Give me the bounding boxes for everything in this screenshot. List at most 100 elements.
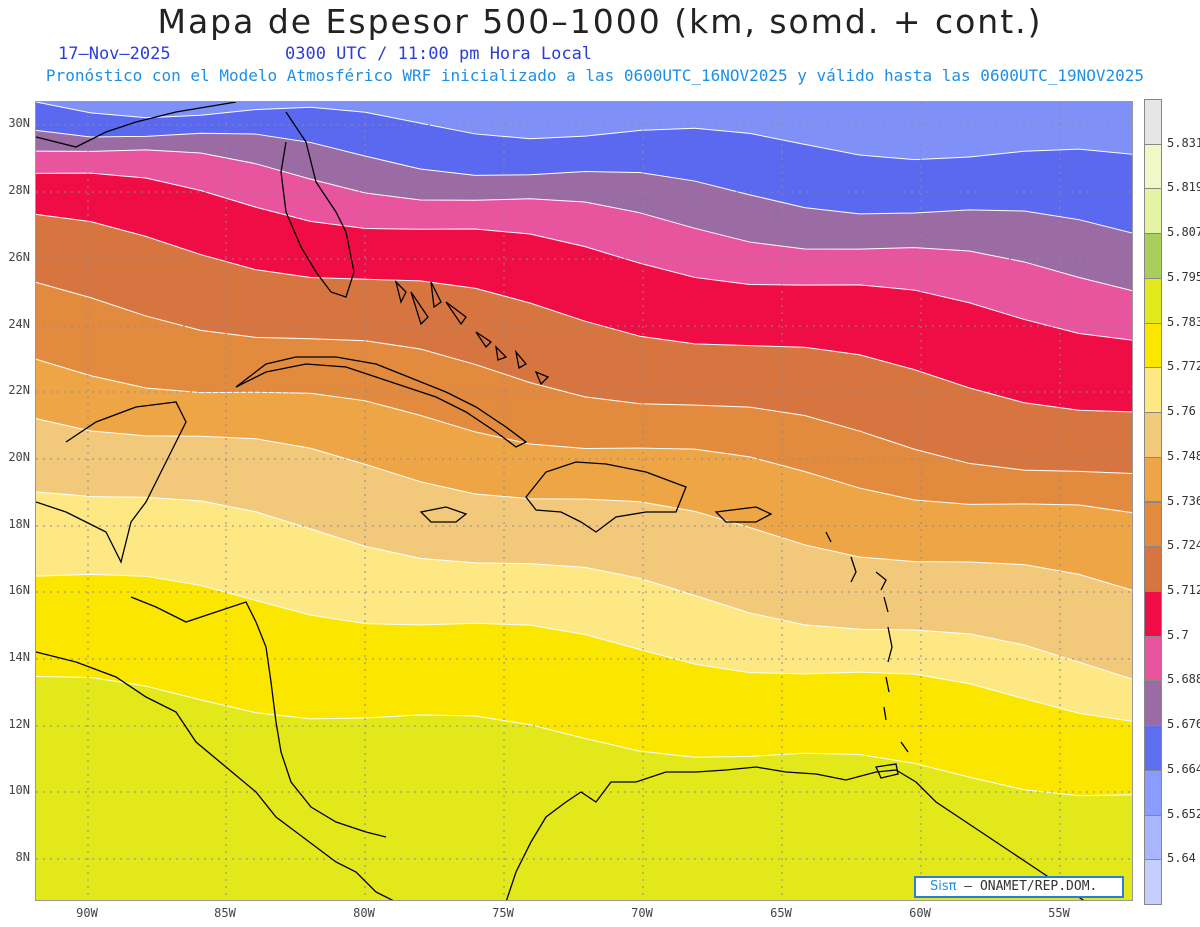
colorbar-label: 5.819 xyxy=(1167,180,1200,195)
colorbar-swatch xyxy=(1144,635,1162,682)
thickness-band xyxy=(36,149,1132,341)
colorbar-swatch xyxy=(1144,233,1162,279)
contour-line xyxy=(36,281,1132,474)
contour-line xyxy=(36,676,1132,797)
valid-time: 0300 UTC / 11:00 pm Hora Local xyxy=(285,44,593,64)
latitude-label: 18N xyxy=(8,517,30,531)
contour-line xyxy=(36,172,1132,341)
contour-line xyxy=(36,129,1132,234)
colorbar-label: 5.724 xyxy=(1167,538,1200,553)
central-america-coast xyxy=(36,596,394,900)
thickness-band xyxy=(36,491,1132,722)
colorbar-swatch xyxy=(1144,322,1162,369)
colorbar-label: 5.688 xyxy=(1167,672,1200,687)
longitude-label: 55W xyxy=(1048,906,1070,920)
latitude-label: 26N xyxy=(8,250,30,264)
contour-line xyxy=(36,491,1132,680)
latitude-label: 16N xyxy=(8,583,30,597)
colorbar-label: 5.783 xyxy=(1167,314,1200,329)
colorbar-swatch xyxy=(1144,143,1162,190)
map-title: Mapa de Espesor 500–1000 (km, somd. + co… xyxy=(157,2,1043,41)
thickness-band xyxy=(36,282,1132,513)
contour-line xyxy=(36,418,1132,591)
latitude-label: 22N xyxy=(8,383,30,397)
credit-text: – ONAMET/REP.DOM. xyxy=(964,879,1098,894)
cuba-coast xyxy=(235,356,528,448)
colorbar-label: 5.652 xyxy=(1167,806,1200,821)
thickness-map xyxy=(35,101,1133,901)
thickness-band xyxy=(36,130,1132,291)
lesser-antilles xyxy=(825,531,909,753)
latitude-label: 28N xyxy=(8,183,30,197)
colorbar-swatch xyxy=(1144,769,1162,816)
colorbar-swatch xyxy=(1144,814,1162,861)
colorbar-swatch xyxy=(1144,590,1162,637)
thickness-band xyxy=(36,102,1132,233)
colorbar-label: 5.831 xyxy=(1167,135,1200,150)
colorbar-label: 5.807 xyxy=(1167,225,1200,240)
puerto-rico-coast xyxy=(714,506,773,523)
yucatan-coast xyxy=(36,401,187,564)
latitude-label: 30N xyxy=(8,116,30,130)
colorbar-label: 5.76 xyxy=(1167,404,1196,419)
latitude-label: 14N xyxy=(8,650,30,664)
forecast-date: 17–Nov–2025 xyxy=(58,44,171,64)
thickness-band xyxy=(36,418,1132,679)
contour-lines xyxy=(36,102,1132,797)
coastlines xyxy=(36,102,1085,900)
colorbar-swatch xyxy=(1144,188,1162,235)
contour-line xyxy=(36,573,1132,722)
colorbar-swatch xyxy=(1144,277,1162,324)
longitude-label: 70W xyxy=(631,906,653,920)
florida-coast xyxy=(36,102,355,298)
colorbar-label: 5.736 xyxy=(1167,493,1200,508)
latitude-label: 10N xyxy=(8,783,30,797)
longitude-label: 90W xyxy=(76,906,98,920)
south-america-coast xyxy=(505,766,1085,900)
sispi-logo-text: Sisπ xyxy=(930,879,957,894)
credit-box: Sisπ – ONAMET/REP.DOM. xyxy=(914,876,1124,898)
longitude-label: 60W xyxy=(909,906,931,920)
longitude-label: 65W xyxy=(770,906,792,920)
thickness-bands xyxy=(36,102,1132,900)
colorbar-swatch xyxy=(1144,99,1162,145)
latitude-label: 12N xyxy=(8,717,30,731)
colorbar-label: 5.712 xyxy=(1167,582,1200,597)
colorbar-swatch xyxy=(1144,725,1162,771)
thickness-band xyxy=(36,676,1132,900)
map-canvas xyxy=(36,102,1132,900)
contour-line xyxy=(36,102,1132,161)
thickness-band xyxy=(36,173,1132,412)
colorbar-swatch xyxy=(1144,546,1162,592)
longitude-label: 80W xyxy=(353,906,375,920)
colorbar-label: 5.7 xyxy=(1167,627,1189,642)
colorbar-label: 5.748 xyxy=(1167,448,1200,463)
jamaica-coast xyxy=(419,506,468,523)
latitude-label: 24N xyxy=(8,317,30,331)
longitude-label: 85W xyxy=(214,906,236,920)
colorbar-swatch xyxy=(1144,412,1162,458)
contour-line xyxy=(36,149,1132,292)
colorbar-swatch xyxy=(1144,501,1162,548)
model-subtitle: Pronóstico con el Modelo Atmosférico WRF… xyxy=(45,66,1145,85)
contour-line xyxy=(36,358,1132,514)
thickness-band xyxy=(36,359,1132,591)
latitude-label: 8N xyxy=(15,850,30,864)
colorbar-swatch xyxy=(1144,680,1162,727)
colorbar-label: 5.64 xyxy=(1167,851,1196,866)
thickness-band xyxy=(36,214,1132,474)
thickness-band xyxy=(36,102,1132,160)
colorbar-swatch xyxy=(1144,859,1162,905)
trinidad-coast xyxy=(875,763,899,779)
colorbar-swatch xyxy=(1144,367,1162,414)
latitude-label: 20N xyxy=(8,450,30,464)
hispaniola-coast xyxy=(525,461,687,533)
bahamas-coast xyxy=(394,279,550,386)
longitude-label: 75W xyxy=(492,906,514,920)
contour-line xyxy=(36,213,1132,413)
thickness-band xyxy=(36,574,1132,796)
colorbar-swatch xyxy=(1144,456,1162,503)
colorbar-label: 5.795 xyxy=(1167,269,1200,284)
colorbar-label: 5.664 xyxy=(1167,761,1200,776)
colorbar-label: 5.772 xyxy=(1167,359,1200,374)
